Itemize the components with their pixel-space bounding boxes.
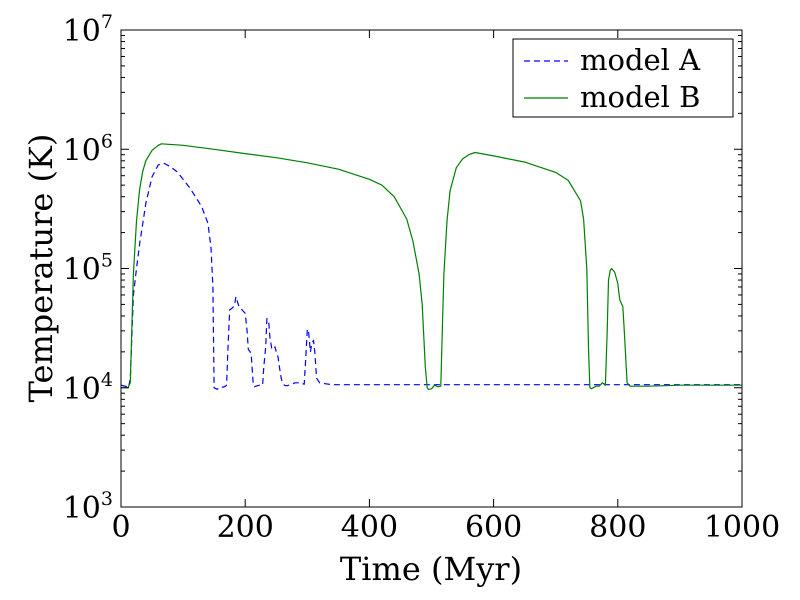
legend-label-model-b: model B [580, 80, 701, 114]
legend: model A model B [512, 38, 734, 118]
series-line-model-b [121, 143, 742, 390]
legend-label-model-a: model A [580, 43, 701, 77]
y-tick-label: 106 [63, 130, 113, 168]
plot-frame [120, 29, 743, 508]
series-line-model-a [121, 162, 742, 390]
x-tick-label: 800 [589, 510, 646, 545]
x-tick-label: 200 [217, 510, 274, 545]
y-tick-label: 107 [63, 11, 113, 49]
x-tick-label: 600 [465, 510, 522, 545]
y-tick-label: 104 [63, 369, 113, 407]
x-tick-label: 1000 [704, 510, 780, 545]
x-axis-title: Time (Myr) [340, 550, 522, 588]
y-tick-label: 105 [63, 250, 113, 288]
x-tick-label: 0 [111, 510, 130, 545]
y-tick-label: 103 [63, 488, 113, 526]
legend-frame [512, 38, 734, 118]
y-axis-title: Temperature (K) [22, 134, 60, 403]
x-tick-label: 400 [341, 510, 398, 545]
